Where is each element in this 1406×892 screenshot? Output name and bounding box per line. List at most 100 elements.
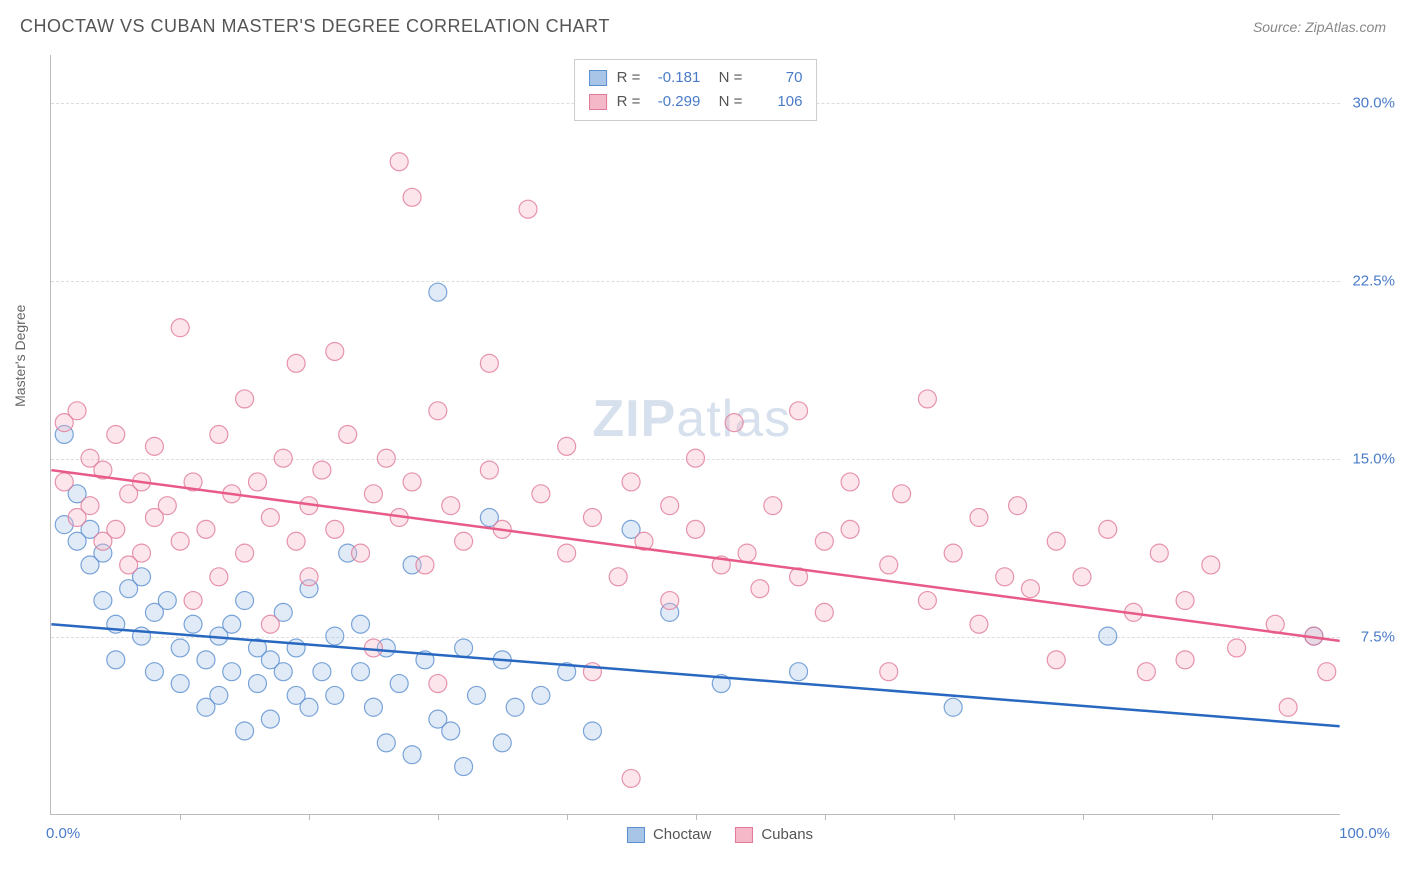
data-point	[622, 473, 640, 491]
data-point	[790, 663, 808, 681]
data-point	[970, 615, 988, 633]
data-point	[171, 639, 189, 657]
data-point	[687, 449, 705, 467]
data-point	[287, 354, 305, 372]
chart-source: Source: ZipAtlas.com	[1253, 19, 1386, 35]
data-point	[506, 698, 524, 716]
r-label: R =	[617, 66, 641, 90]
data-point	[326, 342, 344, 360]
data-point	[236, 390, 254, 408]
x-tick	[825, 814, 826, 820]
data-point	[1047, 532, 1065, 550]
x-tick	[567, 814, 568, 820]
data-point	[287, 532, 305, 550]
data-point	[1021, 580, 1039, 598]
n-label: N =	[710, 90, 742, 114]
data-point	[261, 710, 279, 728]
data-point	[197, 520, 215, 538]
data-point	[236, 722, 254, 740]
data-point	[687, 520, 705, 538]
data-point	[145, 437, 163, 455]
data-point	[55, 473, 73, 491]
data-point	[493, 734, 511, 752]
data-point	[455, 639, 473, 657]
data-point	[532, 485, 550, 503]
data-point	[377, 734, 395, 752]
chart-area: Master's Degree 7.5%15.0%22.5%30.0% ZIPa…	[50, 55, 1390, 845]
data-point	[661, 497, 679, 515]
data-point	[880, 663, 898, 681]
data-point	[184, 592, 202, 610]
data-point	[1228, 639, 1246, 657]
data-point	[815, 603, 833, 621]
data-point	[171, 675, 189, 693]
data-point	[442, 497, 460, 515]
data-point	[364, 698, 382, 716]
data-point	[223, 615, 241, 633]
data-point	[815, 532, 833, 550]
data-point	[248, 675, 266, 693]
data-point	[274, 449, 292, 467]
data-point	[918, 390, 936, 408]
x-axis-max-label: 100.0%	[1339, 825, 1390, 842]
data-point	[455, 758, 473, 776]
data-point	[300, 698, 318, 716]
data-point	[377, 449, 395, 467]
y-tick-label: 30.0%	[1352, 94, 1395, 111]
data-point	[390, 153, 408, 171]
legend-label: Choctaw	[653, 826, 711, 843]
data-point	[429, 402, 447, 420]
data-point	[339, 426, 357, 444]
data-point	[364, 639, 382, 657]
data-point	[480, 461, 498, 479]
x-tick	[954, 814, 955, 820]
legend-swatch	[589, 70, 607, 86]
y-tick-label: 15.0%	[1352, 450, 1395, 467]
data-point	[480, 354, 498, 372]
data-point	[313, 461, 331, 479]
data-point	[944, 544, 962, 562]
data-point	[661, 592, 679, 610]
data-point	[352, 544, 370, 562]
data-point	[300, 568, 318, 586]
data-point	[248, 473, 266, 491]
series-legend: Choctaw Cubans	[627, 826, 813, 843]
data-point	[1176, 592, 1194, 610]
data-point	[210, 426, 228, 444]
data-point	[94, 592, 112, 610]
data-point	[236, 544, 254, 562]
data-point	[158, 497, 176, 515]
data-point	[1150, 544, 1168, 562]
data-point	[107, 426, 125, 444]
x-tick	[696, 814, 697, 820]
data-point	[893, 485, 911, 503]
chart-title: CHOCTAW VS CUBAN MASTER'S DEGREE CORRELA…	[20, 16, 610, 37]
stats-legend-row: R =-0.181 N =70	[589, 66, 803, 90]
data-point	[171, 319, 189, 337]
data-point	[352, 663, 370, 681]
data-point	[326, 627, 344, 645]
data-point	[1279, 698, 1297, 716]
n-value: 70	[752, 66, 802, 90]
data-point	[532, 686, 550, 704]
data-point	[751, 580, 769, 598]
legend-item: Cubans	[735, 826, 813, 843]
data-point	[390, 675, 408, 693]
data-point	[429, 283, 447, 301]
data-point	[1073, 568, 1091, 586]
data-point	[455, 532, 473, 550]
legend-item: Choctaw	[627, 826, 711, 843]
data-point	[326, 520, 344, 538]
data-point	[764, 497, 782, 515]
data-point	[841, 473, 859, 491]
x-tick	[1083, 814, 1084, 820]
data-point	[558, 544, 576, 562]
data-point	[197, 651, 215, 669]
y-tick-label: 22.5%	[1352, 272, 1395, 289]
data-point	[403, 746, 421, 764]
stats-legend: R =-0.181 N =70R =-0.299 N =106	[574, 59, 818, 121]
x-axis-min-label: 0.0%	[46, 825, 80, 842]
x-tick	[180, 814, 181, 820]
data-point	[171, 532, 189, 550]
n-label: N =	[710, 66, 742, 90]
